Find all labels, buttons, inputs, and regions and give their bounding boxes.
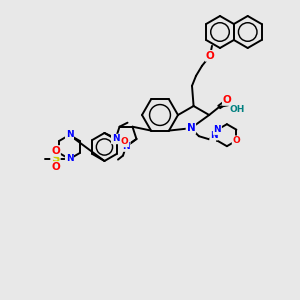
Text: N: N [210, 131, 218, 140]
Text: O: O [51, 146, 60, 156]
Text: O: O [206, 51, 214, 61]
Text: O: O [232, 136, 240, 145]
Text: O: O [223, 95, 232, 105]
Text: N: N [66, 154, 73, 164]
Text: N: N [214, 125, 221, 134]
Text: S: S [51, 152, 60, 166]
Text: O: O [51, 162, 60, 172]
Text: N: N [66, 130, 73, 140]
Text: OH: OH [230, 104, 245, 113]
Text: O: O [121, 137, 128, 146]
Text: N: N [112, 134, 119, 143]
Text: N: N [122, 142, 130, 151]
Text: N: N [187, 123, 195, 133]
